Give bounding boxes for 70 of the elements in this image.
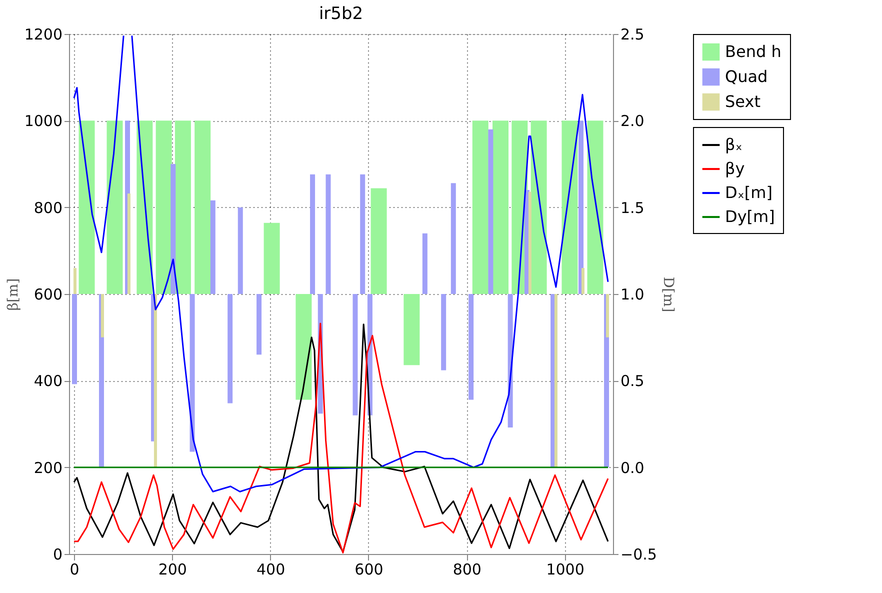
x-tick-label: 1000 <box>546 560 584 578</box>
legend-label: Sext <box>725 92 760 111</box>
bar <box>264 222 280 294</box>
y2-tick-label: −0.5 <box>620 546 657 564</box>
bar <box>370 188 387 294</box>
x-tick-label: 200 <box>158 560 187 578</box>
y2-tick-label: 0.5 <box>620 372 644 390</box>
bar <box>488 129 494 294</box>
chart-title: ir5b2 <box>318 4 364 24</box>
bar <box>326 174 331 294</box>
bar <box>530 120 547 294</box>
bar <box>238 207 243 294</box>
bar <box>127 193 130 294</box>
bar <box>360 174 366 294</box>
x-tick-label: 400 <box>256 560 286 578</box>
bar <box>73 268 76 294</box>
bar <box>581 268 584 294</box>
bar <box>170 164 176 294</box>
bar <box>190 294 195 452</box>
bar <box>450 183 456 294</box>
bar <box>154 294 157 468</box>
legend-label: Quad <box>725 67 768 86</box>
bar <box>310 174 316 294</box>
y2-tick-label: 1.0 <box>620 286 644 304</box>
bar <box>106 120 123 294</box>
y-tick-label: 1000 <box>24 112 62 130</box>
bar <box>136 120 153 294</box>
bar <box>72 294 77 384</box>
bar <box>606 294 610 338</box>
legend-label: Dₓ[m] <box>725 183 772 202</box>
y-tick-label: 800 <box>34 198 62 217</box>
y-tick-label: 600 <box>34 286 62 304</box>
y2-tick-label: 2.0 <box>620 112 644 130</box>
legend-label: βy <box>725 159 745 178</box>
bar <box>194 120 211 294</box>
bar <box>492 120 509 294</box>
bar <box>256 294 262 355</box>
y2-tick-label: 2.5 <box>620 26 644 44</box>
y2-tick-label: 0.0 <box>620 458 644 477</box>
legend-label: Dy[m] <box>725 207 775 226</box>
bar <box>578 120 584 294</box>
bar <box>404 294 420 366</box>
bar <box>156 120 172 294</box>
bar <box>352 294 358 416</box>
y-tick-label: 200 <box>34 458 62 477</box>
bar <box>472 120 488 294</box>
bar <box>528 192 532 294</box>
x-tick-label: 800 <box>452 560 482 578</box>
y-tick-label: 1200 <box>24 26 62 44</box>
bar <box>78 120 95 294</box>
y2-tick-label: 1.5 <box>620 198 644 217</box>
x-tick-label: 600 <box>354 560 384 578</box>
y-tick-label: 400 <box>34 372 62 390</box>
bar <box>441 294 446 370</box>
y-axis-title: β[m] <box>5 278 22 311</box>
y2-axis-title: D[m] <box>660 276 676 312</box>
bar <box>468 294 474 400</box>
bar <box>554 294 558 468</box>
bar <box>210 200 216 294</box>
bar <box>587 120 604 294</box>
bar <box>562 120 578 294</box>
x-tick-label: 0 <box>70 560 80 578</box>
legend-label: Bend h <box>725 42 782 61</box>
bar <box>296 294 312 400</box>
bar <box>228 294 233 404</box>
y-tick-label: 0 <box>52 546 62 564</box>
bar <box>174 120 191 294</box>
bar <box>100 294 104 338</box>
bar <box>422 233 428 294</box>
legend-label: βₓ <box>725 135 742 154</box>
